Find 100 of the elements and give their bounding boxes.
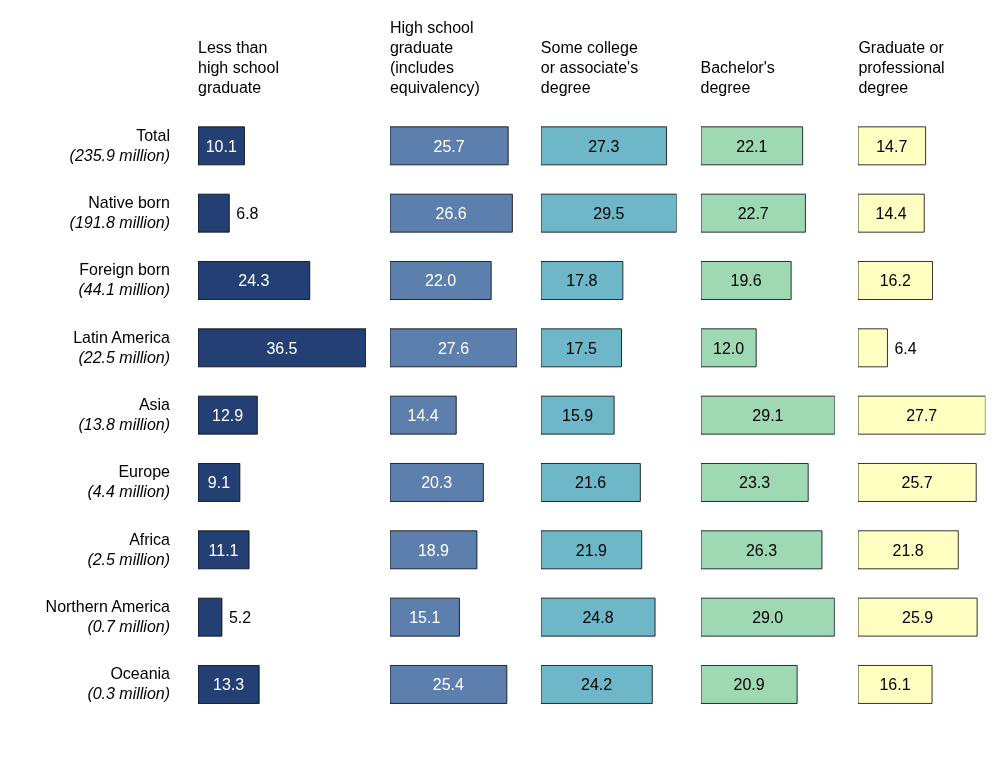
data-label: 24.3 — [238, 272, 270, 290]
bar — [858, 328, 889, 368]
data-label: 5.2 — [228, 609, 252, 627]
chart-title: Bachelor's degree — [700, 58, 776, 98]
bar — [198, 126, 245, 166]
chart-title: Some college or associate's degree — [540, 38, 640, 98]
bar — [700, 665, 798, 704]
bar — [700, 261, 792, 300]
bar — [858, 530, 960, 570]
y-tick-label: Northern America (0.7 million) — [45, 598, 171, 635]
bar — [540, 665, 653, 704]
data-label: 15.1 — [409, 609, 441, 627]
bar — [700, 597, 835, 637]
data-label: 17.5 — [565, 339, 597, 357]
bar — [700, 328, 757, 368]
data-label: 21.9 — [575, 541, 607, 559]
data-label: 10.1 — [205, 137, 237, 155]
bar — [858, 261, 934, 300]
data-label: 22.7 — [737, 205, 769, 223]
data-label: 20.9 — [733, 676, 765, 694]
bar — [540, 328, 622, 368]
bar — [389, 126, 509, 166]
bar — [389, 665, 508, 704]
bar — [389, 597, 460, 637]
data-label: 21.6 — [574, 474, 607, 492]
data-label: 22.1 — [735, 137, 768, 155]
bar — [700, 193, 806, 233]
data-label: 23.3 — [738, 474, 770, 492]
bar — [540, 261, 624, 300]
data-label: 14.7 — [876, 137, 908, 155]
data-label: 14.4 — [407, 407, 439, 425]
chart-title: Graduate or professional degree — [858, 38, 946, 98]
bar — [389, 463, 484, 502]
data-label: 18.9 — [417, 541, 450, 559]
bar — [389, 530, 478, 570]
data-label: 27.7 — [906, 407, 938, 425]
bar — [198, 395, 258, 435]
data-label: 25.4 — [432, 676, 464, 694]
bar — [858, 463, 977, 502]
data-label: 11.1 — [208, 541, 239, 559]
data-label: 26.3 — [745, 541, 777, 559]
bar — [198, 328, 366, 368]
data-label: 26.6 — [435, 205, 467, 223]
data-label: 20.3 — [421, 474, 453, 492]
bar — [540, 597, 656, 637]
bar — [700, 463, 809, 502]
data-label: 29.1 — [751, 407, 784, 425]
y-tick-label: Asia (13.8 million) — [78, 396, 171, 433]
bar — [540, 193, 677, 233]
bar — [700, 126, 803, 166]
bar — [198, 193, 230, 233]
data-label: 14.4 — [875, 205, 908, 223]
data-label: 15.9 — [561, 407, 594, 425]
data-label: 27.3 — [588, 137, 620, 155]
bar — [700, 530, 822, 570]
bar — [858, 597, 978, 637]
bar — [700, 395, 835, 435]
data-label: 24.8 — [582, 609, 614, 627]
y-tick-label: Oceania (0.3 million) — [87, 665, 171, 703]
data-label: 27.6 — [437, 339, 470, 357]
data-label: 36.5 — [266, 339, 298, 357]
bar — [389, 328, 517, 368]
data-label: 6.8 — [236, 205, 259, 223]
bar — [540, 463, 641, 502]
bar — [389, 193, 513, 233]
data-label: 12.9 — [212, 407, 244, 425]
y-tick-label: Europe (4.4 million) — [87, 463, 171, 501]
data-label: 13.3 — [213, 676, 245, 694]
bar — [540, 395, 615, 435]
bar — [858, 395, 986, 435]
bar — [198, 530, 250, 570]
bar — [198, 261, 311, 300]
bar — [858, 126, 927, 166]
data-label: 19.6 — [730, 272, 762, 290]
data-label: 29.0 — [751, 609, 783, 627]
data-label: 25.7 — [901, 474, 934, 492]
y-tick-label: Latin America (22.5 million) — [73, 328, 171, 366]
data-label: 22.0 — [424, 272, 457, 290]
data-label: 25.9 — [902, 609, 934, 627]
data-label: 24.2 — [580, 676, 613, 694]
chart-title: High school graduate (includes equivalency) — [389, 18, 481, 98]
bar — [389, 395, 457, 435]
data-label: 16.2 — [880, 272, 912, 290]
data-label: 21.8 — [892, 541, 925, 559]
bar — [858, 193, 926, 233]
y-tick-label: Africa (2.5 million) — [87, 530, 171, 568]
y-tick-label: Foreign born (44.1 million) — [78, 261, 170, 299]
bar — [198, 597, 223, 637]
bar — [540, 126, 667, 166]
chart-title: Less than high school graduate — [197, 38, 280, 98]
data-label: 29.5 — [593, 205, 625, 223]
data-label: 12.0 — [712, 339, 744, 357]
bar — [389, 261, 492, 300]
data-label: 6.4 — [894, 339, 918, 357]
data-label: 16.1 — [879, 676, 912, 694]
bar — [198, 665, 260, 704]
data-label: 25.7 — [433, 137, 465, 155]
data-label: 9.1 — [207, 474, 231, 492]
y-tick-label: Total (235.9 million) — [69, 126, 170, 164]
y-tick-label: Native born (191.8 million) — [69, 194, 170, 231]
